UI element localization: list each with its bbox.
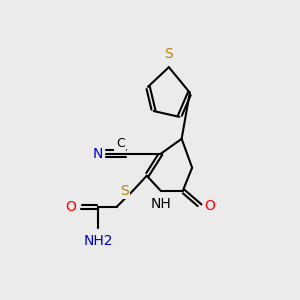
Text: NH: NH (150, 196, 171, 211)
Text: O: O (204, 199, 215, 213)
Text: S: S (164, 47, 173, 61)
Text: NH2: NH2 (83, 233, 113, 248)
Text: O: O (65, 200, 76, 214)
Text: S: S (120, 184, 129, 198)
Text: N: N (92, 147, 103, 161)
Text: C: C (116, 137, 125, 150)
